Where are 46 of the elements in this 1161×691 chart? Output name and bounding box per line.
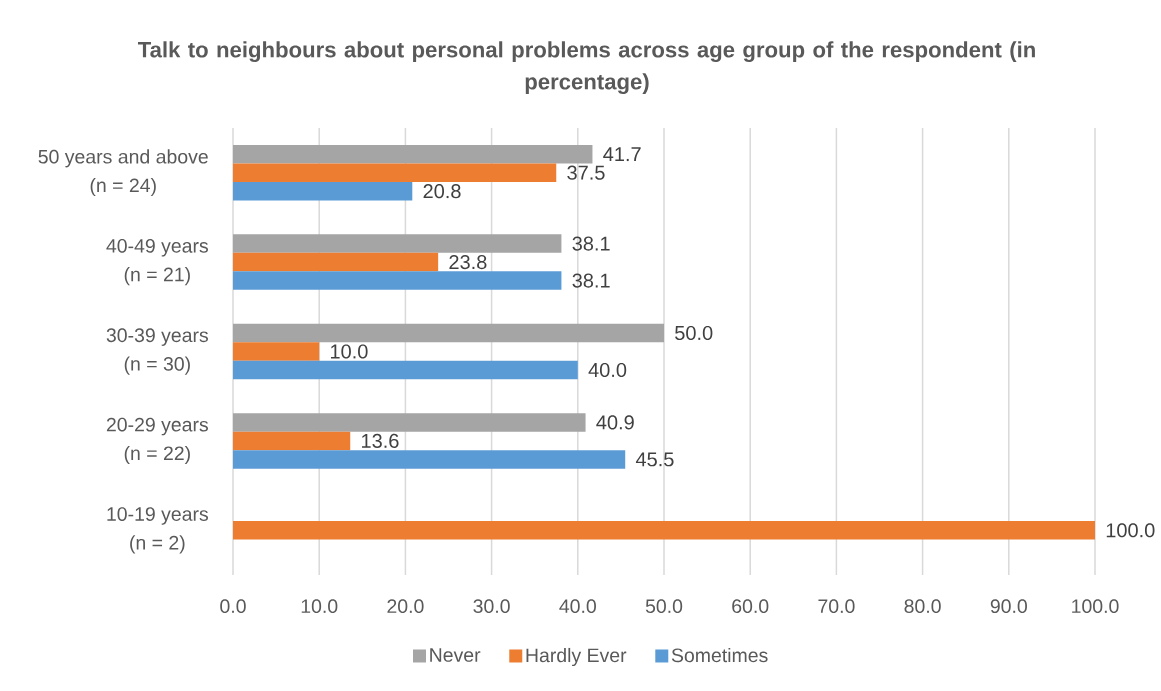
data-label: 40.9 [596, 415, 634, 430]
x-tick-label: 100.0 [1072, 599, 1119, 614]
data-label: 100.0 [1106, 523, 1155, 538]
data-label: 13.6 [362, 433, 399, 448]
legend-label: Hardly Ever [526, 647, 627, 667]
y-tick-label: 30-39 years (n = 30) [106, 328, 208, 375]
data-label: 38.1 [572, 236, 610, 251]
chart-title: Talk to neighbours about personal problems across age group of the respondent (in percentage) [138, 41, 1035, 94]
bar [233, 521, 1095, 540]
x-tick-label: 80.0 [904, 599, 941, 614]
x-tick-label: 40.0 [559, 599, 596, 614]
y-tick-label: 20-29 years (n = 22) [106, 417, 208, 465]
bar [233, 413, 586, 432]
y-tick-label: 40-49 years (n = 21) [106, 238, 208, 286]
bar [233, 431, 351, 451]
data-label: 40.0 [588, 362, 627, 378]
x-tick-label: 10.0 [301, 599, 338, 614]
data-label: 50.0 [675, 325, 713, 341]
x-tick-label: 50.0 [645, 599, 683, 614]
data-label: 38.1 [572, 273, 610, 288]
x-tick-label: 90.0 [990, 599, 1027, 614]
bar [233, 450, 626, 469]
x-tick-label: 20.0 [387, 599, 424, 614]
data-label: 10.0 [331, 344, 368, 359]
legend-label: Never [430, 648, 481, 662]
x-tick-label: 0.0 [220, 599, 246, 614]
bar [233, 163, 557, 182]
bar [233, 234, 562, 253]
x-tick-label: 60.0 [732, 599, 769, 614]
bar [233, 144, 593, 164]
data-label: 45.5 [635, 452, 674, 467]
legend-label: Sometimes [671, 647, 768, 663]
data-label: 20.8 [423, 184, 461, 199]
x-tick-label: 30.0 [473, 599, 510, 614]
data-label: 37.5 [567, 165, 605, 180]
x-tick-label: 70.0 [818, 599, 855, 614]
bar [233, 342, 320, 361]
bar [233, 252, 439, 272]
data-label: 23.8 [449, 255, 487, 270]
bar [233, 360, 578, 380]
bar [233, 323, 664, 343]
data-label: 41.7 [603, 147, 641, 162]
bar [233, 181, 413, 201]
y-tick-label: 50 years and above (n = 24) [38, 149, 208, 197]
y-tick-label: 10-19 years (n = 2) [107, 507, 208, 554]
bar [233, 271, 562, 290]
